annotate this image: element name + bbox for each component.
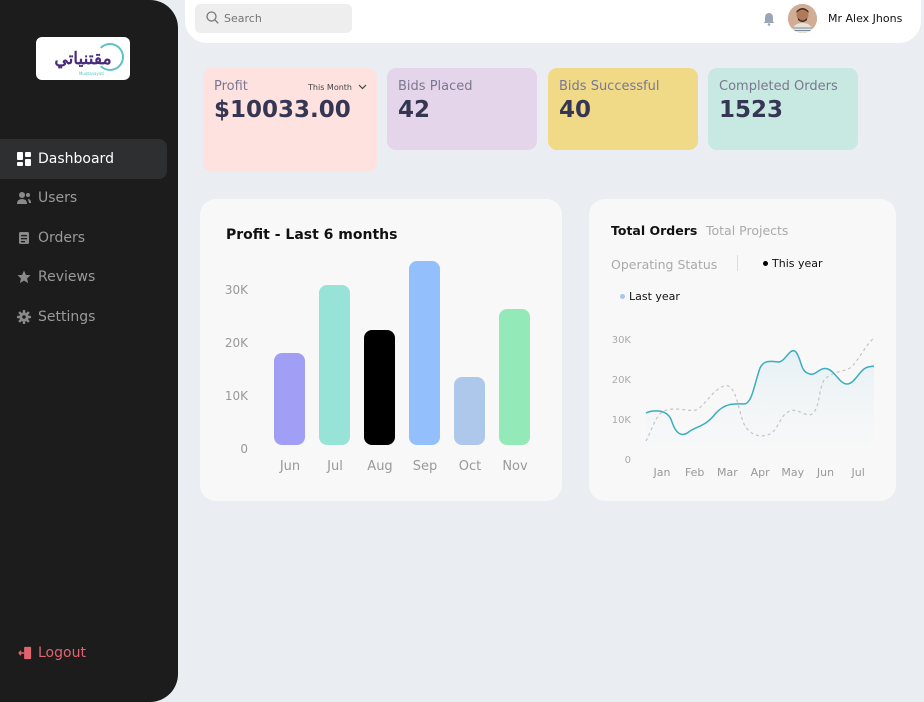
bar-sep[interactable] (409, 261, 440, 445)
stat-label: Bids Placed (398, 79, 473, 94)
stat-card-completed-orders: Completed Orders 1523 (708, 68, 858, 150)
x-tick: Oct (458, 459, 482, 474)
top-bar: Mr Alex Jhons (185, 0, 921, 43)
stat-card-bids-successful: Bids Successful 40 (548, 68, 698, 150)
legend-label: Last year (629, 290, 680, 303)
stat-card-bids-placed: Bids Placed 42 (387, 68, 537, 150)
x-tick: Jul (851, 466, 865, 479)
orders-chart-panel: Total Orders Total Projects Operating St… (589, 199, 896, 501)
x-tick: Feb (684, 466, 705, 479)
avatar[interactable] (788, 4, 817, 33)
x-tick: Apr (750, 466, 770, 479)
stat-value: 40 (559, 97, 592, 123)
sidebar: مقتنياتي Muqtanayati Dashboard Users Ord… (0, 0, 178, 702)
x-tick: Jul (327, 459, 343, 474)
stat-label: Profit (214, 79, 248, 94)
bar-jun[interactable] (274, 353, 305, 445)
y-tick: 10K (611, 415, 631, 426)
sidebar-item-dashboard[interactable]: Dashboard (0, 139, 167, 179)
chevron-down-icon (358, 83, 367, 92)
gear-icon (17, 309, 31, 324)
period-dropdown-label: This Month (308, 83, 352, 92)
y-tick: 30K (611, 335, 631, 346)
legend-dot-icon (763, 261, 768, 266)
tab-total-projects[interactable]: Total Projects (706, 223, 789, 238)
stat-value: $10033.00 (214, 97, 351, 123)
bar-nov[interactable] (499, 308, 530, 445)
operating-status-label: Operating Status (611, 257, 718, 272)
sidebar-item-settings[interactable]: Settings (0, 297, 178, 337)
orders-icon (17, 231, 31, 245)
stat-value: 42 (398, 97, 431, 123)
y-tick: 20K (611, 375, 631, 386)
legend-label: This year (772, 257, 823, 270)
search-input[interactable] (224, 12, 344, 25)
sidebar-item-label: Dashboard (38, 150, 114, 167)
bell-icon[interactable] (763, 11, 775, 30)
divider (737, 255, 738, 271)
period-dropdown[interactable]: This Month (308, 83, 367, 92)
logout-icon (18, 646, 32, 660)
panel-title: Profit - Last 6 months (226, 227, 398, 243)
this-year-area (646, 350, 874, 461)
last-year-line (645, 337, 875, 442)
legend-this-year[interactable]: This year (763, 257, 823, 270)
bar-oct[interactable] (454, 376, 485, 445)
legend-last-year[interactable]: Last year (620, 290, 680, 303)
star-icon (17, 270, 31, 284)
logo-ring-icon (96, 43, 124, 71)
dashboard-icon (17, 151, 31, 166)
logo-subtext: Muqtanayati (78, 71, 104, 76)
y-tick: 30K (224, 283, 248, 297)
x-tick: Sep (412, 459, 438, 474)
stat-value: 1523 (719, 97, 784, 123)
x-tick: Mar (717, 466, 738, 479)
sidebar-item-users[interactable]: Users (0, 179, 178, 219)
sidebar-item-reviews[interactable]: Reviews (0, 258, 178, 298)
x-tick: Jan (653, 466, 671, 479)
bar-aug[interactable] (364, 329, 395, 445)
y-tick: 0 (624, 455, 631, 466)
brand-logo[interactable]: مقتنياتي Muqtanayati (36, 37, 130, 80)
x-tick: Nov (502, 459, 528, 474)
x-tick: May (781, 466, 805, 479)
user-name[interactable]: Mr Alex Jhons (828, 12, 903, 25)
tab-total-orders[interactable]: Total Orders (611, 223, 698, 238)
y-tick: 10K (224, 389, 248, 403)
sidebar-nav: Dashboard Users Orders Reviews Settings (0, 139, 178, 337)
bar-jul[interactable] (319, 284, 350, 445)
logout-label: Logout (38, 645, 86, 661)
line-chart (645, 337, 875, 461)
legend-dot-icon (620, 294, 625, 299)
search-box[interactable] (195, 4, 352, 33)
y-tick: 0 (240, 442, 248, 456)
x-tick: Jun (816, 466, 835, 479)
sidebar-item-label: Orders (38, 229, 86, 246)
x-tick: Aug (367, 459, 393, 474)
search-icon (206, 9, 219, 28)
sidebar-item-label: Reviews (38, 269, 96, 286)
logout-button[interactable]: Logout (18, 645, 86, 661)
stat-label: Bids Successful (559, 79, 660, 94)
y-tick: 20K (224, 336, 248, 350)
stat-label: Completed Orders (719, 79, 838, 94)
stat-card-profit: Profit $10033.00 This Month (203, 68, 377, 172)
profit-chart-panel: Profit - Last 6 months 30K 20K 10K 0 Jun… (200, 199, 562, 501)
sidebar-item-label: Settings (38, 308, 96, 325)
sidebar-item-label: Users (38, 190, 78, 207)
x-tick: Jun (279, 459, 301, 474)
sidebar-item-orders[interactable]: Orders (0, 218, 178, 258)
this-year-line (645, 349, 875, 436)
users-icon (17, 191, 31, 205)
